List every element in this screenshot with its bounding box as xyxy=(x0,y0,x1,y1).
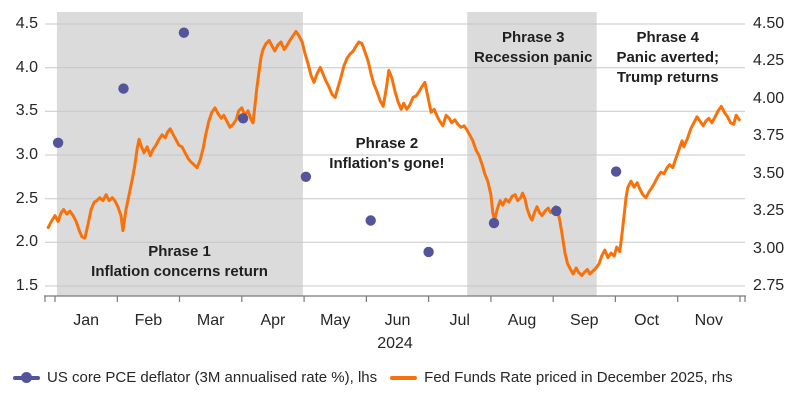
plot-area xyxy=(44,12,746,302)
month-label-mar: Mar xyxy=(196,312,225,329)
pce-dot-6 xyxy=(365,215,376,226)
phase-annotation-2-line-2: Inflation's gone! xyxy=(329,155,445,172)
pce-line-dot-marker-icon xyxy=(13,372,40,384)
phase-annotation-2-line-1: Phrase 2 xyxy=(355,135,419,152)
legend: US core PCE deflator (3M annualised rate… xyxy=(13,369,733,386)
pce-marker-dot xyxy=(21,372,32,383)
right-axis-tick-label-3.75: 3.75 xyxy=(753,127,785,145)
right-axis-tick-label-3.50: 3.50 xyxy=(753,164,785,182)
pce-dot-9 xyxy=(551,205,562,217)
phase-annotation-1-line-1: Phrase 1 xyxy=(148,243,211,260)
year-label: 2024 xyxy=(377,335,413,352)
phase-annotation-1-line-2: Inflation concerns return xyxy=(91,263,268,280)
pce-dot-4 xyxy=(237,113,249,124)
month-label-may: May xyxy=(320,312,351,329)
month-label-jun: Jun xyxy=(384,312,411,329)
month-label-jan: Jan xyxy=(73,312,100,329)
right-axis-tick-label-2.75: 2.75 xyxy=(753,277,785,294)
right-axis-tick-label-4.25: 4.25 xyxy=(753,52,785,70)
month-label-oct: Oct xyxy=(634,312,660,329)
pce-dot-5 xyxy=(300,171,312,182)
right-axis-tick-label-4.50: 4.50 xyxy=(753,15,785,32)
left-axis-tick-label-2.0: 2.0 xyxy=(15,233,38,251)
month-label-apr: Apr xyxy=(260,312,286,329)
right-axis-tick-label-4.00: 4.00 xyxy=(753,89,785,107)
month-label-feb: Feb xyxy=(134,312,163,329)
pce-dot-8 xyxy=(488,217,500,229)
phase-annotation-4: Phrase 4 Panic averted; Trump returns xyxy=(616,28,719,88)
month-label-sep: Sep xyxy=(570,312,599,329)
pce-dot-10 xyxy=(610,166,622,177)
fed-funds-rate-line xyxy=(46,30,741,277)
right-axis-tick-label-3.00: 3.00 xyxy=(753,239,785,257)
left-axis-tick-label-4.0: 4.0 xyxy=(15,58,38,76)
phase-annotation-4-line-1: Phrase 4 xyxy=(636,29,700,46)
pce-dot-3 xyxy=(178,27,190,38)
legend-label-fed-funds: Fed Funds Rate priced in December 2025, … xyxy=(424,369,733,386)
pce-dot-1 xyxy=(52,137,64,148)
phase-band-3 xyxy=(467,12,597,296)
month-label-jul: Jul xyxy=(449,312,470,329)
right-axis-tick-label-3.25: 3.25 xyxy=(753,202,785,220)
phase-annotation-4-line-2: Panic averted; xyxy=(616,49,720,66)
fed-funds-line-marker-icon xyxy=(390,375,418,380)
left-axis-tick-label-3.5: 3.5 xyxy=(15,102,38,120)
phase-annotation-3-line-1: Phrase 3 xyxy=(501,29,565,46)
month-label-nov: Nov xyxy=(694,312,724,329)
left-axis-tick-label-3.0: 3.0 xyxy=(15,146,38,163)
phase-annotation-3: Phrase 3 Recession panic xyxy=(474,28,592,68)
legend-label-pce: US core PCE deflator (3M annualised rate… xyxy=(47,369,378,386)
month-label-aug: Aug xyxy=(507,312,537,329)
phase-annotation-3-line-2: Recession panic xyxy=(474,49,593,66)
phase-annotation-4-line-3: Trump returns xyxy=(616,69,719,86)
phase-annotation-2: Phrase 2 Inflation's gone! xyxy=(329,134,444,174)
legend-item-fed-funds: Fed Funds Rate priced in December 2025, … xyxy=(390,369,733,386)
pce-dot-2 xyxy=(118,83,129,94)
left-axis-tick-label-2.5: 2.5 xyxy=(15,189,38,207)
left-axis-tick-label-4.5: 4.5 xyxy=(15,15,38,32)
legend-item-pce: US core PCE deflator (3M annualised rate… xyxy=(13,369,377,386)
pce-dot-7 xyxy=(423,246,434,258)
left-axis-tick-label-1.5: 1.5 xyxy=(15,277,38,294)
phase-annotation-1: Phrase 1 Inflation concerns return xyxy=(91,242,268,282)
